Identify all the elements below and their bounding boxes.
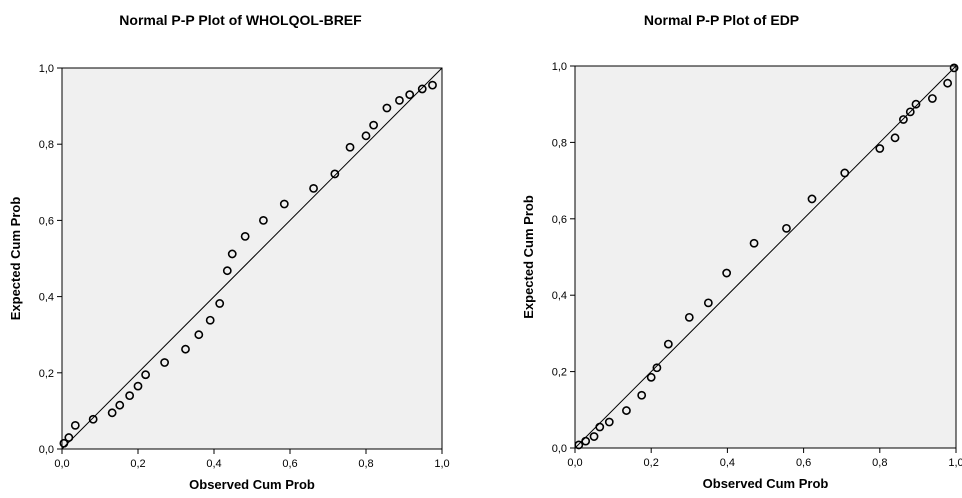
chart-title: Normal P-P Plot of WHOLQOL-BREF xyxy=(119,12,362,28)
data-point xyxy=(749,238,759,248)
data-point xyxy=(279,199,289,209)
y-tick-label: 1,0 xyxy=(39,63,54,75)
x-tick-label: 0,2 xyxy=(644,457,659,469)
data-point xyxy=(125,391,135,401)
data-point xyxy=(604,417,614,427)
data-point xyxy=(905,107,915,117)
data-point xyxy=(194,330,204,340)
data-point xyxy=(205,315,215,325)
data-point xyxy=(782,223,791,233)
y-tick-label: 0,2 xyxy=(39,368,54,380)
pp-plot-svg: 0,0 0,2 0,4 0,6 0,8 1,0 0,0 0,2 0,4 0,6 0,8 1,0 Obse… xyxy=(8,63,450,492)
data-point xyxy=(107,408,117,418)
x-tick-label: 0,6 xyxy=(796,457,811,469)
x-axis-title: Observed Cum Prob xyxy=(189,477,315,492)
data-point xyxy=(181,344,190,354)
y-tick-label: 0,0 xyxy=(39,444,54,456)
data-point xyxy=(646,372,656,382)
y-tick-label: 0,6 xyxy=(39,215,54,227)
y-tick-label: 0,0 xyxy=(552,443,567,455)
data-point xyxy=(88,414,98,424)
y-tick-label: 0,8 xyxy=(39,139,54,151)
data-point xyxy=(428,80,437,90)
y-tick-label: 0,2 xyxy=(552,367,567,379)
x-tick-label: 0,4 xyxy=(206,458,221,470)
data-point xyxy=(684,312,694,322)
x-tick-label: 0,0 xyxy=(54,458,69,470)
pp-plot-svg: 0,0 0,2 0,4 0,6 0,8 1,0 0,0 0,2 0,4 0,6 0,8 1,0 Obse… xyxy=(521,61,962,491)
y-tick-label: 0,4 xyxy=(552,290,567,302)
y-tick-label: 0,8 xyxy=(552,137,567,149)
data-point xyxy=(240,232,250,241)
data-point xyxy=(222,266,232,276)
y-tick-label: 0,6 xyxy=(552,214,567,226)
data-point xyxy=(663,339,673,349)
data-point xyxy=(382,103,392,113)
data-point xyxy=(59,438,69,448)
x-tick-label: 0,8 xyxy=(872,457,887,469)
data-point xyxy=(949,63,959,73)
data-point xyxy=(840,168,850,178)
data-point xyxy=(64,433,74,442)
data-point xyxy=(581,436,591,446)
reference-line xyxy=(574,65,957,449)
data-point xyxy=(927,94,937,103)
data-point xyxy=(369,120,378,130)
reference-line xyxy=(61,67,443,450)
data-point xyxy=(141,370,150,380)
data-point xyxy=(160,358,169,367)
x-tick-label: 0,6 xyxy=(282,458,297,470)
y-tick-label: 0,4 xyxy=(39,292,54,304)
data-point xyxy=(574,440,584,450)
pp-plot-edp: Normal P-P Plot of EDP 0,0 0,2 0,4 0,6 0,8 1,… xyxy=(481,0,962,498)
data-point xyxy=(258,215,268,225)
x-tick-label: 1,0 xyxy=(434,458,449,470)
x-axis-title: Observed Cum Prob xyxy=(703,476,829,491)
data-point xyxy=(345,142,355,152)
data-point xyxy=(637,390,647,400)
data-point xyxy=(652,363,662,373)
data-point xyxy=(875,144,885,153)
data-point xyxy=(215,299,225,308)
x-tick-label: 0,4 xyxy=(720,457,735,469)
y-axis-title: Expected Cum Prob xyxy=(521,195,536,319)
data-point xyxy=(943,78,953,88)
data-point xyxy=(589,432,599,441)
data-point xyxy=(133,381,143,391)
data-point xyxy=(405,90,415,100)
data-point xyxy=(115,400,125,410)
data-point xyxy=(70,420,80,430)
pp-plot-wholqol-bref: Normal P-P Plot of WHOLQOL-BREF 0,0 0,2 0,… xyxy=(8,12,450,492)
data-point xyxy=(722,268,732,278)
data-point xyxy=(227,249,237,259)
data-point xyxy=(309,183,318,193)
data-point xyxy=(703,298,713,308)
data-point xyxy=(595,422,605,432)
x-tick-label: 0,8 xyxy=(358,458,373,470)
x-tick-label: 1,0 xyxy=(948,457,962,469)
data-point xyxy=(417,84,427,94)
data-point xyxy=(361,131,371,141)
y-axis-title: Expected Cum Prob xyxy=(8,197,23,321)
data-point xyxy=(890,133,900,143)
data-point xyxy=(622,406,631,415)
x-tick-label: 0,0 xyxy=(567,457,582,469)
data-point xyxy=(911,99,921,109)
data-point xyxy=(899,115,908,124)
chart-title: Normal P-P Plot of EDP xyxy=(643,12,800,28)
data-point xyxy=(330,169,340,179)
x-tick-label: 0,2 xyxy=(130,458,145,470)
y-tick-label: 1,0 xyxy=(552,61,567,73)
data-point xyxy=(807,194,817,204)
data-point xyxy=(395,95,404,105)
